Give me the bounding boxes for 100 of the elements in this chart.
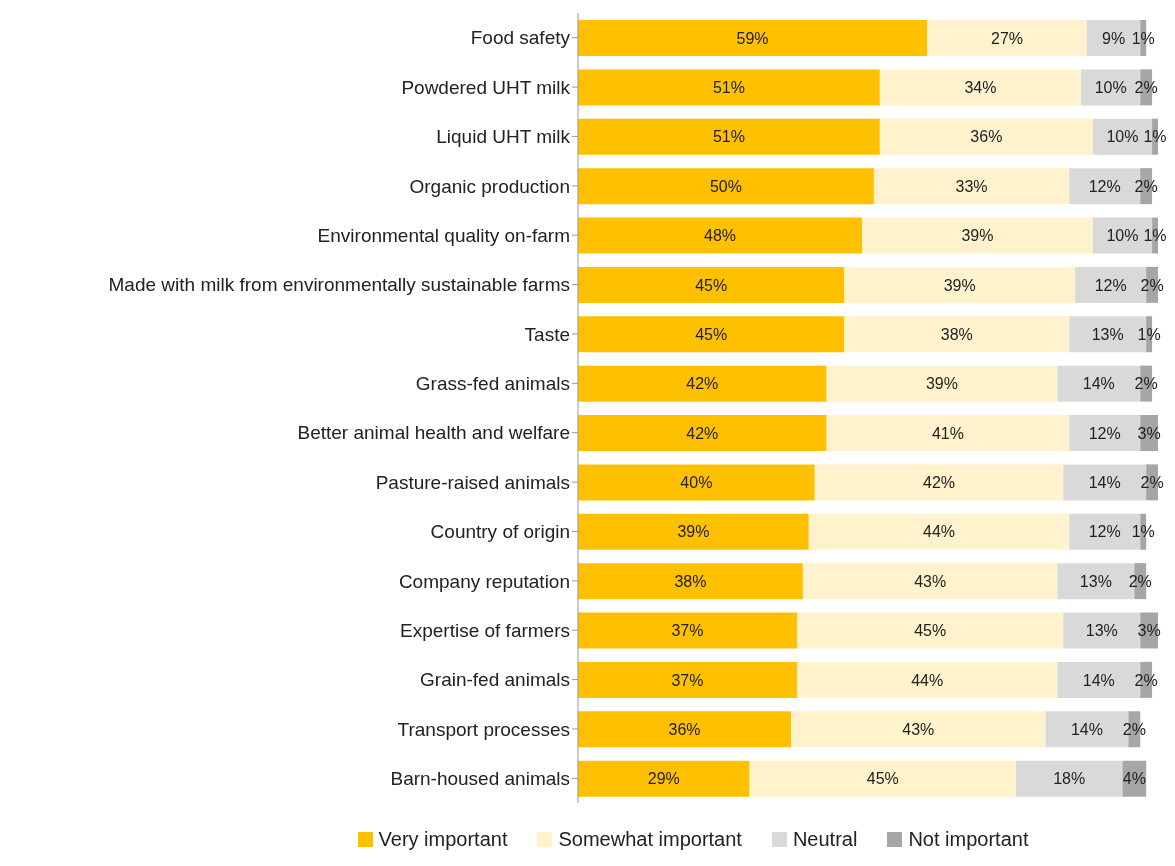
data-label: 39% bbox=[961, 227, 994, 245]
y-tick-label: Expertise of farmers bbox=[400, 619, 570, 641]
data-label: 39% bbox=[925, 375, 958, 393]
data-label: 13% bbox=[1091, 325, 1124, 343]
bar bbox=[796, 661, 1058, 698]
data-label: 1% bbox=[1143, 128, 1167, 146]
y-tick-label: Better animal health and welfare bbox=[297, 422, 570, 444]
data-label: 14% bbox=[1082, 671, 1115, 689]
bar bbox=[578, 661, 797, 698]
bar bbox=[802, 563, 1058, 600]
bar bbox=[578, 316, 845, 353]
bar bbox=[749, 760, 1016, 797]
data-label: 2% bbox=[1134, 177, 1158, 195]
data-label: 1% bbox=[1131, 29, 1155, 47]
data-label: 10% bbox=[1094, 79, 1127, 97]
data-label: 48% bbox=[704, 227, 737, 245]
data-label: 10% bbox=[1106, 128, 1139, 146]
data-label: 42% bbox=[923, 474, 956, 492]
data-label: 27% bbox=[991, 29, 1024, 47]
data-label: 33% bbox=[955, 177, 988, 195]
y-tick-label: Pasture-raised animals bbox=[375, 471, 570, 493]
data-label: 50% bbox=[709, 177, 742, 195]
data-label: 29% bbox=[647, 770, 680, 788]
data-label: 12% bbox=[1088, 424, 1121, 442]
bar bbox=[578, 563, 803, 600]
legend-label: Very important bbox=[378, 828, 508, 851]
data-label: 45% bbox=[914, 622, 947, 640]
bar bbox=[578, 69, 880, 106]
data-label: 1% bbox=[1131, 523, 1155, 541]
y-tick-label: Taste bbox=[524, 323, 570, 345]
data-label: 43% bbox=[914, 572, 947, 590]
bar bbox=[578, 20, 928, 56]
bar bbox=[844, 316, 1070, 353]
data-label: 14% bbox=[1088, 474, 1121, 492]
data-label: 40% bbox=[680, 474, 713, 492]
y-tick-label: Environmental quality on-farm bbox=[317, 224, 570, 246]
bar bbox=[814, 464, 1064, 501]
bar bbox=[826, 415, 1070, 451]
data-label: 51% bbox=[712, 79, 745, 97]
data-label: 2% bbox=[1122, 720, 1146, 738]
bar bbox=[578, 415, 827, 451]
y-tick-label: Powdered UHT milk bbox=[401, 76, 571, 98]
bar bbox=[578, 513, 809, 550]
y-tick-label: Grain-fed animals bbox=[420, 669, 570, 691]
data-label: 13% bbox=[1085, 622, 1118, 640]
data-label: 12% bbox=[1088, 177, 1121, 195]
bar bbox=[578, 760, 750, 797]
data-label: 2% bbox=[1134, 671, 1158, 689]
bar bbox=[826, 365, 1058, 402]
data-label: 2% bbox=[1128, 572, 1152, 590]
y-tick-label: Made with milk from environmentally sustainable farms bbox=[108, 274, 570, 296]
data-label: 1% bbox=[1143, 227, 1167, 245]
data-label: 12% bbox=[1088, 523, 1121, 541]
data-label: 44% bbox=[911, 671, 944, 689]
data-label: 2% bbox=[1134, 79, 1158, 97]
data-label: 39% bbox=[677, 523, 710, 541]
data-label: 45% bbox=[695, 276, 728, 294]
y-tick-label: Grass-fed animals bbox=[415, 373, 570, 395]
data-label: 51% bbox=[712, 128, 745, 146]
legend-label: Not important bbox=[908, 828, 1029, 851]
y-tick-label: Barn-housed animals bbox=[390, 768, 570, 790]
data-label: 45% bbox=[866, 770, 899, 788]
y-tick-label: Food safety bbox=[470, 27, 571, 49]
data-label: 41% bbox=[931, 424, 964, 442]
bar bbox=[578, 266, 845, 303]
bar bbox=[796, 612, 1064, 649]
data-label: 36% bbox=[970, 128, 1003, 146]
data-label: 14% bbox=[1082, 375, 1115, 393]
bar bbox=[862, 217, 1093, 254]
bar bbox=[578, 464, 815, 501]
data-label: 1% bbox=[1137, 325, 1161, 343]
bar bbox=[791, 711, 1046, 748]
bar bbox=[927, 20, 1087, 56]
bar bbox=[578, 365, 827, 402]
data-label: 39% bbox=[943, 276, 976, 294]
data-label: 37% bbox=[671, 671, 704, 689]
y-tick-label: Transport processes bbox=[397, 718, 570, 740]
bar bbox=[578, 118, 880, 155]
y-tick-label: Country of origin bbox=[430, 521, 570, 543]
bar bbox=[578, 217, 863, 254]
data-label: 14% bbox=[1070, 720, 1103, 738]
y-tick-label: Organic production bbox=[409, 175, 570, 197]
data-label: 44% bbox=[923, 523, 956, 541]
bar bbox=[879, 118, 1093, 155]
bar bbox=[808, 513, 1070, 550]
legend-label: Neutral bbox=[792, 828, 858, 851]
data-label: 12% bbox=[1094, 276, 1127, 294]
bar bbox=[578, 711, 792, 748]
data-label: 34% bbox=[964, 79, 997, 97]
legend-label: Somewhat important bbox=[558, 828, 742, 851]
data-label: 43% bbox=[902, 720, 935, 738]
data-label: 9% bbox=[1102, 29, 1126, 47]
bar bbox=[844, 266, 1076, 303]
data-label: 13% bbox=[1079, 572, 1112, 590]
bar bbox=[1015, 760, 1123, 797]
bar bbox=[578, 612, 797, 649]
data-label: 45% bbox=[695, 325, 728, 343]
data-label: 42% bbox=[686, 375, 719, 393]
data-label: 37% bbox=[671, 622, 704, 640]
data-label: 42% bbox=[686, 424, 719, 442]
